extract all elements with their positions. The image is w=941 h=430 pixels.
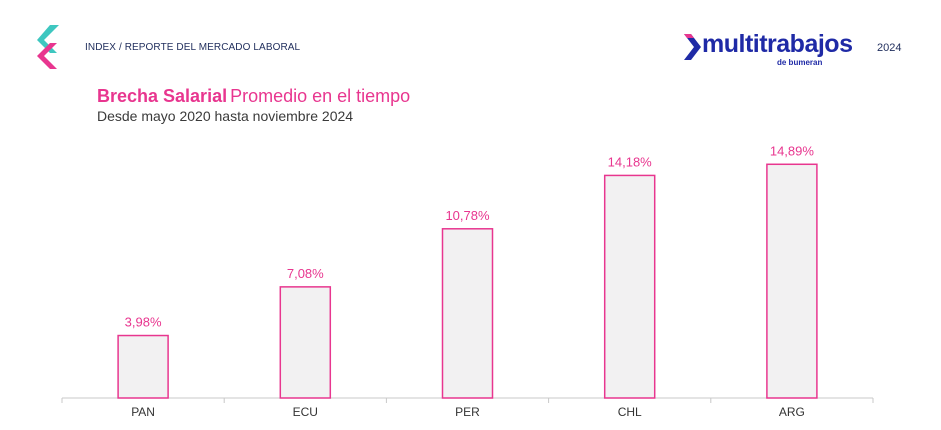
- bar-per: [441, 228, 494, 399]
- x-tick-label: CHL: [618, 405, 642, 419]
- brand-chevron-icon: [684, 34, 701, 60]
- x-tick-label: ECU: [293, 405, 318, 419]
- bar-value-label: 7,08%: [287, 266, 324, 281]
- x-tick-label: PER: [455, 405, 480, 419]
- index-logo-icon: [37, 25, 59, 69]
- brand-subtitle: de bumeran: [777, 58, 823, 67]
- bar-arg: [766, 163, 818, 399]
- brand-name: multitrabajos: [702, 30, 853, 58]
- bar-value-label: 10,78%: [445, 208, 490, 223]
- chart-title-bold: Brecha Salarial: [97, 86, 228, 106]
- x-tick-label: ARG: [779, 405, 805, 419]
- bar-value-label: 14,89%: [770, 143, 815, 158]
- chart-title-rest: Promedio en el tiempo: [230, 86, 411, 106]
- x-tick-label: PAN: [131, 405, 155, 419]
- report-year: 2024: [877, 42, 902, 54]
- bar-value-label: 3,98%: [125, 315, 162, 330]
- bar-chl: [603, 174, 656, 399]
- chart-title: Brecha Salarial Promedio en el tiempo: [97, 86, 410, 107]
- chart-subtitle: Desde mayo 2020 hasta noviembre 2024: [97, 108, 354, 124]
- bar-ecu: [279, 286, 332, 399]
- bar-pan: [117, 334, 169, 399]
- bar-value-label: 14,18%: [608, 154, 653, 169]
- report-header-label: INDEX / REPORTE DEL MERCADO LABORAL: [85, 42, 301, 53]
